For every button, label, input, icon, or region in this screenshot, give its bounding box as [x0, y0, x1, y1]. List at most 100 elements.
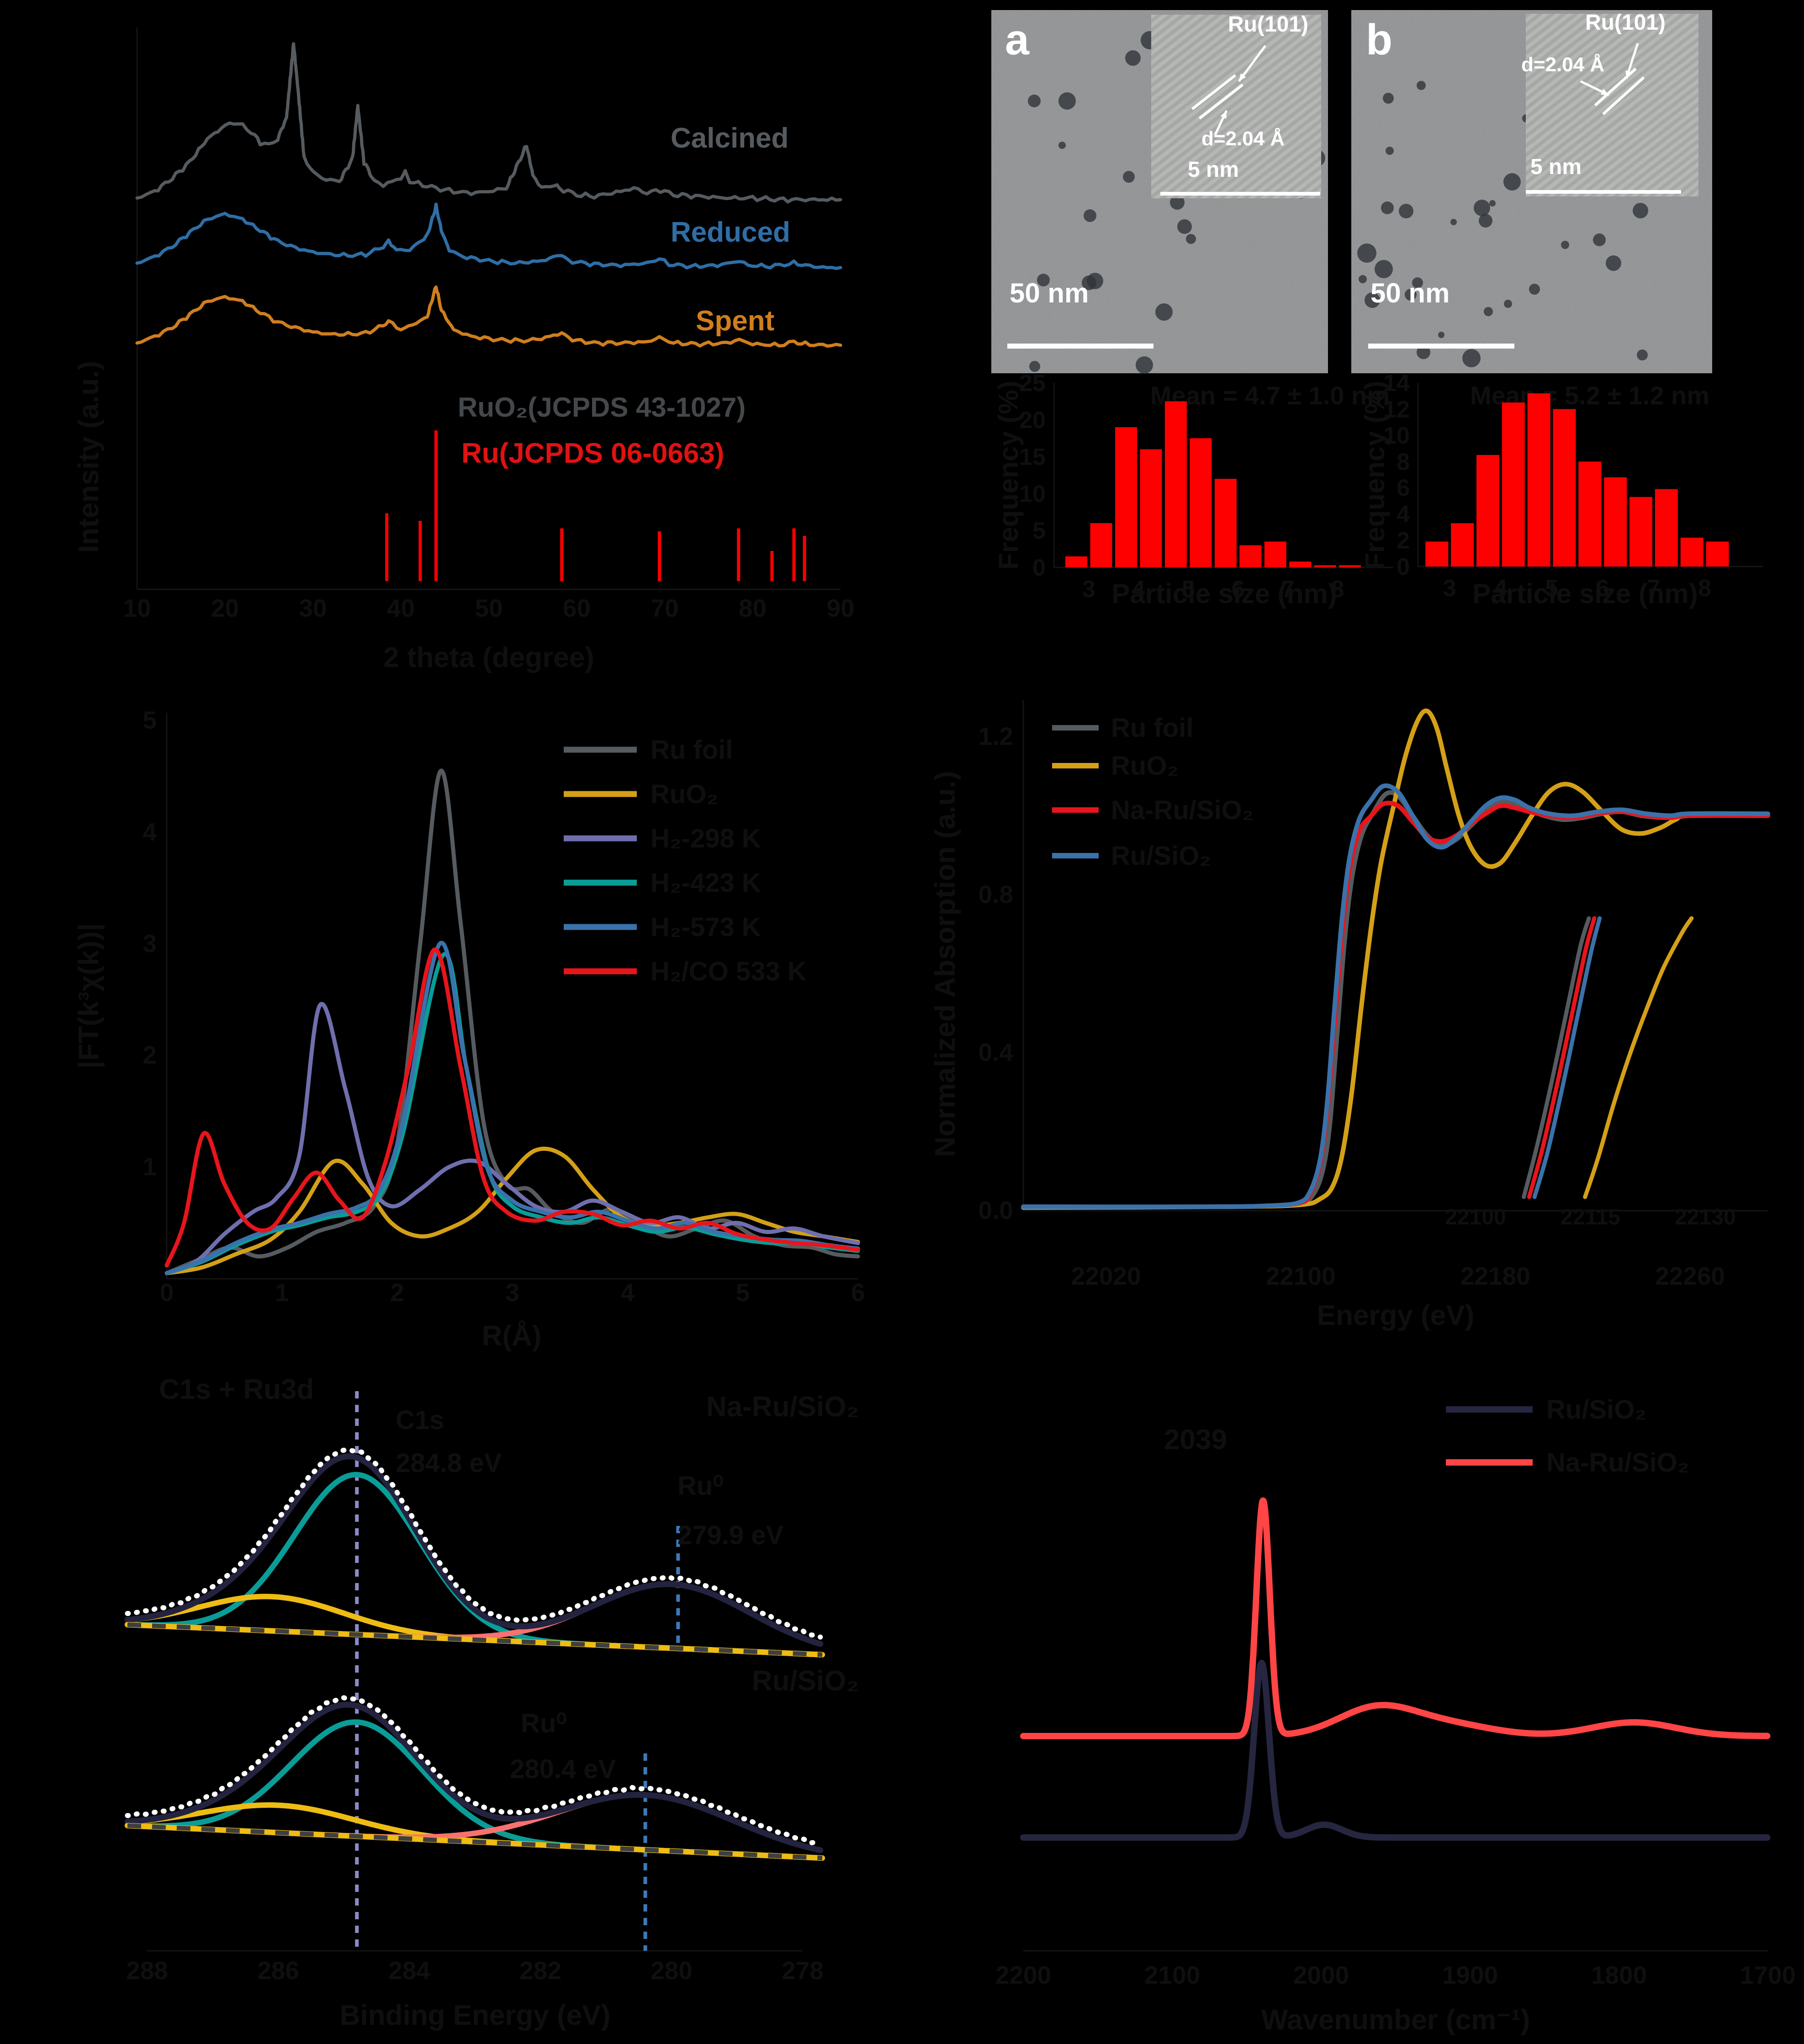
- tem-a-inset-scalebar: [1160, 192, 1320, 196]
- hist_b-bar: [1527, 393, 1550, 567]
- xrd-xtick: 90: [826, 594, 854, 622]
- hist_a-bar: [1314, 565, 1336, 567]
- drifts-xtick: 2200: [995, 1961, 1051, 1989]
- tem-particle: [1633, 203, 1648, 218]
- xps-baseline-dashes: [127, 1622, 823, 1657]
- hist_a-ylabel: Frequency (%): [993, 381, 1024, 569]
- annotation-arrowhead: [1601, 89, 1609, 95]
- xanes-chart: 22020 22100 22180 22260 0.0 0.4 0.8 1.2 Energy (…: [930, 700, 1770, 1331]
- xanes-legend-label: RuO₂: [1111, 751, 1179, 781]
- xanes-curve-Ru/SiO₂: [1021, 783, 1770, 1209]
- hist_b-ytick: 6: [1397, 475, 1410, 502]
- xanes-ytick: 0.0: [979, 1196, 1013, 1224]
- tem-particle: [1136, 356, 1153, 374]
- tem-inset-grain: [1151, 15, 1321, 198]
- hist_a-bar: [1264, 541, 1286, 567]
- exafs-legend-label: RuO₂: [651, 779, 718, 809]
- xps-annotation: Ru⁰: [677, 1471, 724, 1501]
- xrd-xtick: 70: [651, 594, 678, 622]
- exafs-ytick: 2: [143, 1041, 157, 1069]
- exafs-xtick: 2: [390, 1278, 404, 1307]
- hist_a-bar: [1115, 427, 1137, 567]
- hist_a-bar: [1190, 438, 1212, 567]
- tem-image-a: [991, 10, 1328, 374]
- hist_b-bar: [1578, 461, 1602, 567]
- hist_b-bar: [1451, 523, 1474, 567]
- exafs-curve-H₂-423 K: [164, 952, 860, 1276]
- tem-particle: [1170, 195, 1185, 210]
- tem-a-inset-scale-label: 5 nm: [1188, 158, 1239, 182]
- hist_a-bar: [1239, 545, 1262, 567]
- lattice-fringe-mark: [1602, 76, 1645, 116]
- tem-particle: [1365, 292, 1380, 308]
- hist_a-ytick: 0: [1032, 555, 1046, 581]
- exafs-xtick: 5: [736, 1278, 750, 1307]
- xrd-curve-Spent: [135, 285, 842, 348]
- drifts-xtick: 2100: [1144, 1961, 1200, 1989]
- tem-particle: [1606, 255, 1621, 271]
- hist_a-ytick: 10: [1019, 481, 1046, 507]
- tem-particle: [1375, 260, 1393, 278]
- xanes-inset-curve-RuO₂: [1583, 916, 1694, 1199]
- xrd-xtick: 80: [739, 594, 767, 622]
- xanes-xlabel: Energy (eV): [1317, 1300, 1475, 1331]
- xrd-curve-Reduced: [135, 202, 842, 270]
- xrd-label-calcined: Calcined: [671, 122, 789, 154]
- drifts-xtick: 1800: [1591, 1961, 1647, 1989]
- exafs-curve-H₂-573 K: [164, 941, 860, 1276]
- xrd-xtick: 30: [299, 594, 327, 622]
- tem-particle: [1028, 95, 1041, 107]
- xps-envelope: [124, 1453, 824, 1647]
- xps-annotation: Ru/SiO₂: [752, 1665, 859, 1697]
- tem-particle: [1155, 303, 1173, 321]
- xanes-ytick: 1.2: [979, 722, 1013, 751]
- hist_a-xtick: 7: [1281, 576, 1295, 603]
- xanes-xtick: 22180: [1460, 1262, 1530, 1290]
- xps-annotation: C1s: [396, 1405, 444, 1435]
- hist_b-ylabel: Frequency (%): [1360, 381, 1390, 569]
- tem-particle: [1417, 81, 1426, 90]
- tem-a-d-spacing: d=2.04 Å: [1201, 127, 1285, 150]
- drifts-xtick: 2000: [1293, 1961, 1349, 1989]
- xanes-xtick: 22020: [1071, 1262, 1141, 1290]
- hist_b-xtick: 8: [1698, 575, 1711, 602]
- exafs-curve-H₂/CO 533 K: [164, 947, 860, 1268]
- tem-b-d-spacing: d=2.04 Å: [1521, 53, 1605, 76]
- hist_b-bar: [1476, 455, 1499, 567]
- xrd-ref-ru: Ru(JCPDS 06-0663): [461, 438, 725, 469]
- xps-annotation: 279.9 eV: [677, 1520, 784, 1550]
- exafs-curve-Ru foil: [164, 768, 860, 1276]
- hist_b-xtick: 4: [1494, 575, 1507, 602]
- drifts-legend-label: Ru/SiO₂: [1546, 1395, 1646, 1424]
- tem-b-scalebar: [1368, 344, 1514, 349]
- tem-particle: [1484, 307, 1493, 316]
- xps-annotation: Ru⁰: [521, 1709, 567, 1738]
- xanes-inset-curve-Na-Ru/SiO₂: [1527, 916, 1597, 1199]
- hist_b-ytick: 2: [1397, 528, 1410, 554]
- hist_b-bar: [1629, 497, 1652, 567]
- tem-b-inset-title: Ru(101): [1585, 11, 1666, 35]
- hist_b-ytick: 10: [1383, 423, 1410, 449]
- xanes-inset-curve-Ru foil: [1522, 916, 1591, 1199]
- hist_b-xtick: 7: [1647, 575, 1660, 602]
- xps-xtick: 286: [257, 1956, 299, 1985]
- exafs-ytick: 4: [143, 817, 157, 846]
- xanes-xtick: 22260: [1655, 1262, 1725, 1290]
- xrd-ylabel: Intensity (a.u.): [73, 361, 105, 553]
- tem-particle: [1438, 332, 1444, 338]
- lattice-fringe-mark: [1198, 83, 1244, 120]
- tem-a-scalebar: [1007, 344, 1153, 349]
- tem-particle: [1417, 345, 1430, 359]
- hist_b-bar: [1425, 541, 1449, 567]
- xps-xtick: 278: [782, 1956, 824, 1985]
- xanes-legend-label: Na-Ru/SiO₂: [1111, 795, 1254, 825]
- xrd-xlabel: 2 theta (degree): [383, 642, 594, 673]
- hist_a-mean-label: Mean = 4.7 ± 1.0 nm: [1150, 381, 1390, 410]
- xrd-xtick: 50: [475, 594, 503, 622]
- exafs-ylabel: |FT(k³χ(k))|: [73, 923, 105, 1069]
- charts-layer: 10 20 30 40 50 60 70 80 902 theta (degree)Intens…: [73, 27, 1796, 2036]
- tem-a-scale-label: 50 nm: [1010, 278, 1089, 308]
- exafs-ytick: 1: [143, 1153, 157, 1181]
- hist_b-bar: [1680, 537, 1703, 567]
